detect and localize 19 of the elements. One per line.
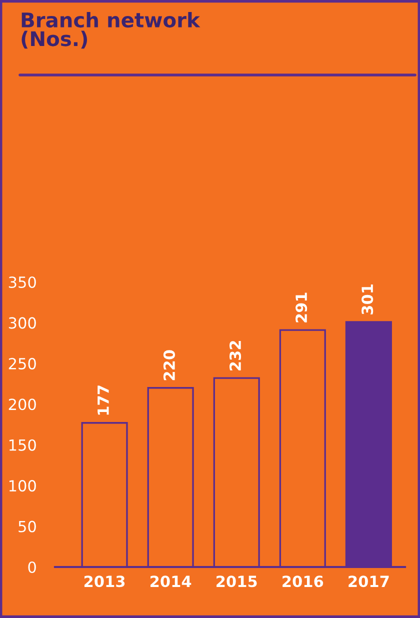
data-label: 291 — [296, 292, 308, 322]
y-tick-label: 100 — [9, 480, 36, 492]
data-label: 177 — [98, 386, 109, 415]
y-tick-label: 350 — [8, 276, 36, 288]
y-tick-label: 150 — [9, 439, 36, 451]
y-tick-label: 50 — [18, 520, 36, 532]
x-tick-label: 2016 — [282, 576, 324, 588]
x-tick-label: 2017 — [348, 576, 389, 588]
chart-title: Branch network (Nos.) — [22, 12, 200, 49]
x-tick-label: 2015 — [216, 576, 257, 588]
y-tick-label: 0 — [28, 561, 36, 574]
x-tick-label: 2013 — [84, 576, 125, 588]
y-tick-label: 250 — [8, 358, 36, 370]
x-tick-label: 2014 — [150, 576, 192, 588]
y-tick-label: 300 — [8, 317, 36, 329]
data-label: 220 — [163, 350, 175, 380]
data-label: 301 — [362, 284, 374, 314]
y-tick-label: 200 — [8, 398, 36, 410]
data-label: 232 — [229, 341, 242, 370]
